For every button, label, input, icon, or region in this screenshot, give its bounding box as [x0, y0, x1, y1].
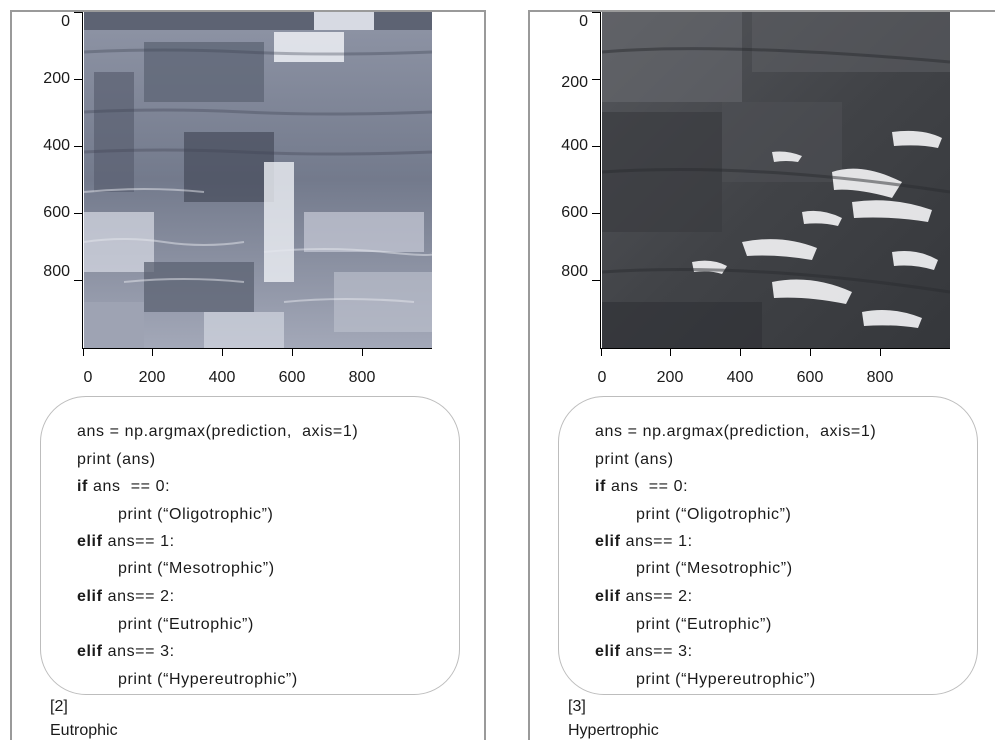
code-if-condition: ans == 0: — [87, 478, 171, 495]
right-x-axis — [600, 348, 950, 349]
code-print-ans-line: print (ans) — [77, 451, 156, 468]
code-elif3-line: elif ans== 3: — [595, 643, 693, 661]
left-x-tick — [292, 348, 293, 356]
right-y-tick-label: 400 — [561, 137, 588, 154]
code-argmax-line: ans = np.argmax(prediction, axis=1) — [595, 423, 877, 440]
keyword-elif: elif — [595, 533, 621, 550]
code-elif3-condition: ans== 3: — [620, 643, 693, 660]
left-y-tick-label: 400 — [43, 137, 70, 154]
left-x-tick-label: 400 — [208, 369, 236, 386]
code-print-eutrophic: print (“Eutrophic”) — [118, 616, 254, 633]
code-if-line: if ans == 0: — [595, 478, 688, 496]
left-y-tick — [74, 79, 82, 80]
right-image-plot: 0 200 400 600 800 0 200 400 600 800 — [530, 12, 990, 397]
code-elif1-condition: ans== 1: — [102, 533, 175, 550]
left-x-tick — [152, 348, 153, 356]
keyword-elif: elif — [595, 643, 621, 660]
code-print-ans-line: print (ans) — [595, 451, 674, 468]
code-elif2-line: elif ans== 2: — [77, 588, 175, 606]
right-y-tick — [592, 213, 600, 214]
right-output-panel: 0 200 400 600 800 0 200 400 600 800 ans … — [528, 10, 995, 740]
left-output-array: [2] — [50, 698, 68, 715]
right-x-tick-label: 0 — [597, 369, 607, 386]
code-elif2-line: elif ans== 2: — [595, 588, 693, 606]
right-y-tick-label: 0 — [579, 13, 588, 30]
left-water-image — [84, 12, 432, 348]
right-y-axis — [600, 12, 601, 348]
keyword-elif: elif — [77, 533, 103, 550]
right-y-tick-label: 200 — [561, 74, 588, 91]
left-x-tick-label: 0 — [83, 369, 93, 386]
left-x-tick — [83, 348, 84, 356]
keyword-elif: elif — [77, 588, 103, 605]
code-if-line: if ans == 0: — [77, 478, 170, 496]
left-output-label: Eutrophic — [50, 722, 118, 739]
code-print-mesotrophic: print (“Mesotrophic”) — [636, 560, 793, 577]
code-elif3-condition: ans== 3: — [102, 643, 175, 660]
code-print-mesotrophic: print (“Mesotrophic”) — [118, 560, 275, 577]
keyword-elif: elif — [595, 588, 621, 605]
right-x-tick — [810, 348, 811, 356]
code-print-hypereutrophic: print (“Hypereutrophic”) — [118, 671, 298, 688]
right-code-block: ans = np.argmax(prediction, axis=1) prin… — [558, 396, 978, 695]
code-elif2-condition: ans== 2: — [620, 588, 693, 605]
left-x-tick-label: 800 — [348, 369, 376, 386]
right-x-tick-label: 200 — [656, 369, 684, 386]
right-y-tick — [592, 79, 600, 80]
left-x-tick — [222, 348, 223, 356]
left-y-tick-label: 200 — [43, 70, 70, 87]
code-print-oligotrophic: print (“Oligotrophic”) — [118, 506, 274, 523]
keyword-if: if — [77, 478, 88, 495]
code-elif1-line: elif ans== 1: — [595, 533, 693, 551]
right-output-array: [3] — [568, 698, 586, 715]
right-x-tick — [601, 348, 602, 356]
code-elif1-line: elif ans== 1: — [77, 533, 175, 551]
code-argmax-line: ans = np.argmax(prediction, axis=1) — [77, 423, 359, 440]
left-code-block: ans = np.argmax(prediction, axis=1) prin… — [40, 396, 460, 695]
code-elif1-condition: ans== 1: — [620, 533, 693, 550]
right-x-tick — [880, 348, 881, 356]
right-water-image — [602, 12, 950, 348]
code-if-condition: ans == 0: — [605, 478, 689, 495]
right-x-tick-label: 400 — [726, 369, 754, 386]
right-y-tick — [592, 12, 600, 13]
right-y-tick-label: 600 — [561, 204, 588, 221]
right-x-tick-label: 800 — [866, 369, 894, 386]
left-output-panel: 0 200 400 600 800 0 200 400 600 800 ans … — [10, 10, 486, 740]
code-print-hypereutrophic: print (“Hypereutrophic”) — [636, 671, 816, 688]
keyword-elif: elif — [77, 643, 103, 660]
right-y-tick-label: 800 — [561, 263, 588, 280]
right-x-tick — [670, 348, 671, 356]
left-x-tick-label: 200 — [138, 369, 166, 386]
right-y-tick — [592, 280, 600, 281]
left-y-tick-label: 600 — [43, 204, 70, 221]
code-elif2-condition: ans== 2: — [102, 588, 175, 605]
left-y-tick — [74, 146, 82, 147]
right-x-tick — [740, 348, 741, 356]
left-x-tick — [362, 348, 363, 356]
left-y-tick-label: 0 — [61, 13, 70, 30]
left-y-tick — [74, 280, 82, 281]
left-y-tick — [74, 12, 82, 13]
code-print-eutrophic: print (“Eutrophic”) — [636, 616, 772, 633]
right-x-tick-label: 600 — [796, 369, 824, 386]
keyword-if: if — [595, 478, 606, 495]
left-y-axis — [82, 12, 83, 348]
right-y-tick — [592, 146, 600, 147]
right-output-label: Hypertrophic — [568, 722, 659, 739]
left-image-plot: 0 200 400 600 800 0 200 400 600 800 — [12, 12, 472, 397]
left-y-tick — [74, 213, 82, 214]
code-elif3-line: elif ans== 3: — [77, 643, 175, 661]
left-x-axis — [82, 348, 432, 349]
left-x-tick-label: 600 — [278, 369, 306, 386]
code-print-oligotrophic: print (“Oligotrophic”) — [636, 506, 792, 523]
left-y-tick-label: 800 — [43, 263, 70, 280]
